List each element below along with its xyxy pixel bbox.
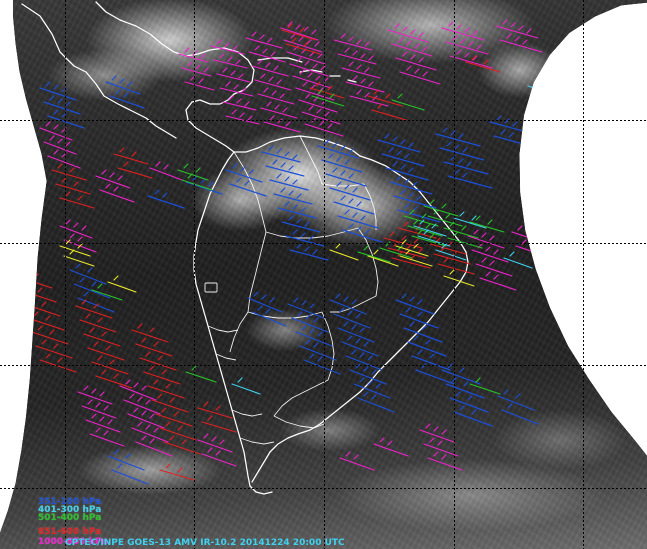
- parallel-line: [0, 488, 647, 489]
- parallel-line: [0, 365, 647, 366]
- legend-item-2: 501-400 hPa: [0, 514, 200, 523]
- parallel-line: [0, 243, 647, 244]
- legend-item-4: 1000-850 hPa: [0, 538, 200, 547]
- meridian-line: [194, 0, 195, 549]
- product-title-stamp: CPTEC/INPE GOES-13 AMV IR-10.2 20141224 …: [65, 538, 345, 548]
- legend-item-3: 851-600 hPa: [0, 528, 200, 537]
- legend-item-0: 351-100 hPa: [0, 498, 200, 507]
- legend-label: 1000-850 hPa: [38, 537, 108, 547]
- legend-label: 851-600 hPa: [38, 527, 102, 537]
- meridian-line: [583, 0, 584, 549]
- legend-label: 401-300 hPa: [38, 505, 102, 515]
- meridian-line: [454, 0, 455, 549]
- legend-label: 501-400 hPa: [38, 513, 102, 523]
- legend-item-1: 401-300 hPa: [0, 506, 200, 515]
- legend-label: 351-100 hPa: [38, 497, 102, 507]
- meridian-line: [324, 0, 325, 549]
- product-title-text: CPTEC/INPE GOES-13 AMV IR-10.2 20141224 …: [65, 538, 345, 548]
- pressure-level-legend: 351-100 hPa 401-300 hPa 501-400 hPa 851-…: [0, 498, 200, 549]
- meridian-line: [65, 0, 66, 549]
- parallel-line: [0, 120, 647, 121]
